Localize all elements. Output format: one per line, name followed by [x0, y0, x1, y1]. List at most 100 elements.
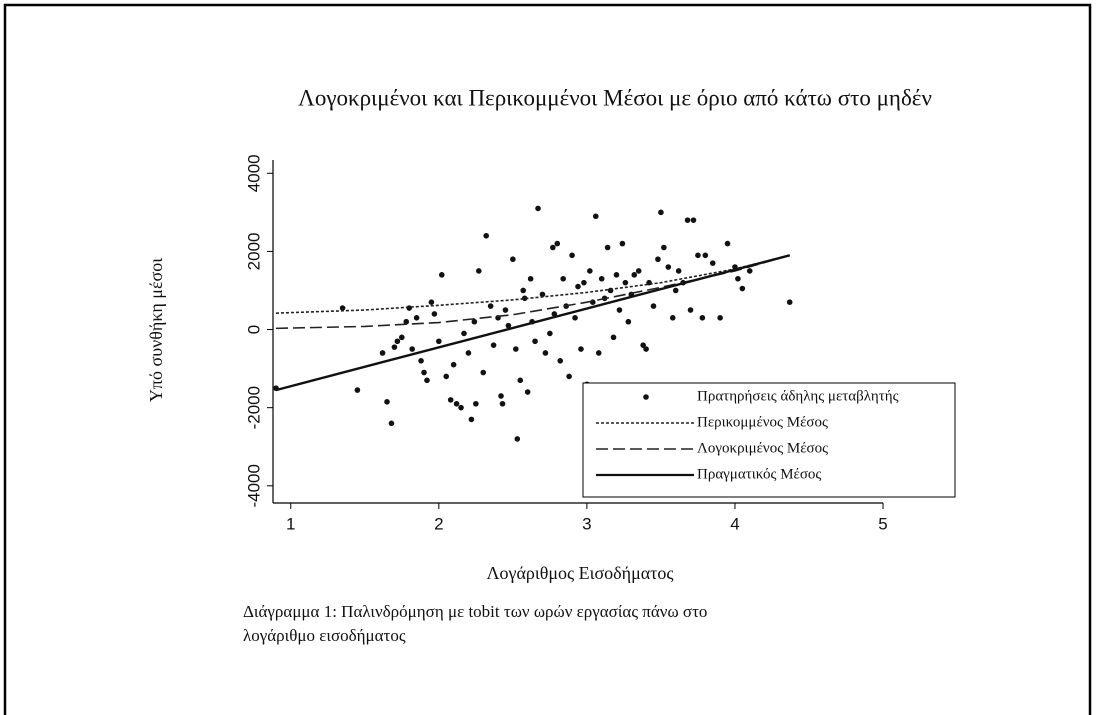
point — [447, 397, 454, 403]
point — [665, 264, 672, 270]
point — [575, 283, 581, 290]
point — [517, 377, 524, 384]
point — [438, 272, 445, 278]
point — [513, 346, 519, 352]
point — [658, 209, 664, 216]
point — [453, 400, 460, 407]
point — [480, 369, 487, 376]
y-tick-label: 0 — [244, 325, 263, 334]
mean-line — [275, 254, 791, 392]
mean-line — [275, 254, 790, 330]
point — [443, 373, 450, 380]
y-axis-label: Υπό συνθήκη μέσοι — [146, 258, 166, 402]
point — [650, 303, 657, 309]
point — [409, 346, 415, 352]
point — [578, 346, 584, 352]
point — [566, 373, 572, 380]
point — [550, 244, 556, 251]
point — [735, 275, 741, 282]
point — [399, 334, 405, 341]
point — [424, 377, 430, 384]
point — [709, 260, 716, 266]
point — [695, 252, 701, 259]
point — [483, 232, 490, 239]
point — [520, 287, 527, 294]
point — [643, 346, 649, 352]
point — [622, 279, 629, 286]
point — [542, 350, 549, 356]
point — [672, 287, 679, 294]
point — [675, 268, 682, 274]
point — [473, 400, 479, 407]
caption-line: λογάριθμο εισοδήματος — [243, 626, 406, 645]
point — [391, 344, 398, 350]
point — [640, 342, 646, 348]
point — [431, 311, 438, 317]
point — [524, 389, 531, 395]
point — [384, 399, 390, 405]
y-tick-label: 4000 — [244, 154, 263, 192]
point — [687, 307, 694, 313]
point — [739, 285, 746, 292]
legend-label: Λογοκριμένος Μέσος — [697, 440, 828, 456]
point — [532, 338, 538, 345]
point — [699, 315, 706, 321]
point — [702, 252, 709, 259]
point — [610, 334, 617, 341]
point — [631, 272, 638, 278]
y-tick-label: -4000 — [244, 464, 263, 507]
point — [592, 213, 599, 220]
point — [557, 357, 564, 364]
point — [581, 279, 587, 286]
legend-label: Περικομμένος Μέσος — [697, 414, 828, 430]
point — [458, 404, 464, 411]
point — [535, 205, 541, 212]
point — [487, 303, 494, 309]
point — [572, 315, 578, 321]
point — [569, 252, 575, 259]
x-tick-label: 5 — [878, 514, 887, 533]
point — [560, 275, 566, 282]
point — [476, 268, 482, 274]
point — [499, 400, 506, 407]
caption-line: Διάγραμμα 1: Παλινδρόμηση με tobit των ω… — [243, 602, 707, 621]
point — [471, 318, 478, 325]
frame — [3, 3, 1092, 715]
point — [502, 307, 509, 313]
point — [413, 315, 420, 321]
point — [498, 393, 504, 399]
point — [450, 361, 457, 368]
x-axis-label: Λογάριθμος Εισοδήματος — [486, 563, 673, 583]
y-tick-label: -2000 — [244, 386, 263, 429]
point — [428, 299, 435, 306]
x-tick-label: 3 — [582, 514, 591, 533]
legend-box — [582, 382, 956, 498]
point — [604, 244, 611, 251]
legend-marker — [643, 394, 649, 400]
point — [551, 311, 558, 317]
point — [421, 369, 427, 376]
point — [461, 330, 467, 337]
point — [746, 268, 753, 274]
point — [613, 272, 620, 278]
point — [490, 342, 497, 348]
point — [717, 315, 723, 321]
y-tick-label: 2000 — [244, 233, 263, 271]
point — [554, 240, 561, 247]
point — [436, 338, 442, 345]
legend-label: Πραγματικός Μέσος — [697, 466, 821, 482]
point — [505, 322, 512, 329]
point — [394, 338, 401, 345]
point — [598, 275, 605, 282]
point — [465, 350, 472, 356]
point — [403, 318, 410, 325]
point — [616, 307, 623, 313]
point — [669, 315, 676, 321]
point — [339, 305, 346, 311]
point — [655, 256, 661, 263]
point — [690, 217, 697, 223]
point — [619, 240, 626, 247]
point — [724, 240, 731, 247]
x-tick-label: 1 — [286, 514, 295, 533]
